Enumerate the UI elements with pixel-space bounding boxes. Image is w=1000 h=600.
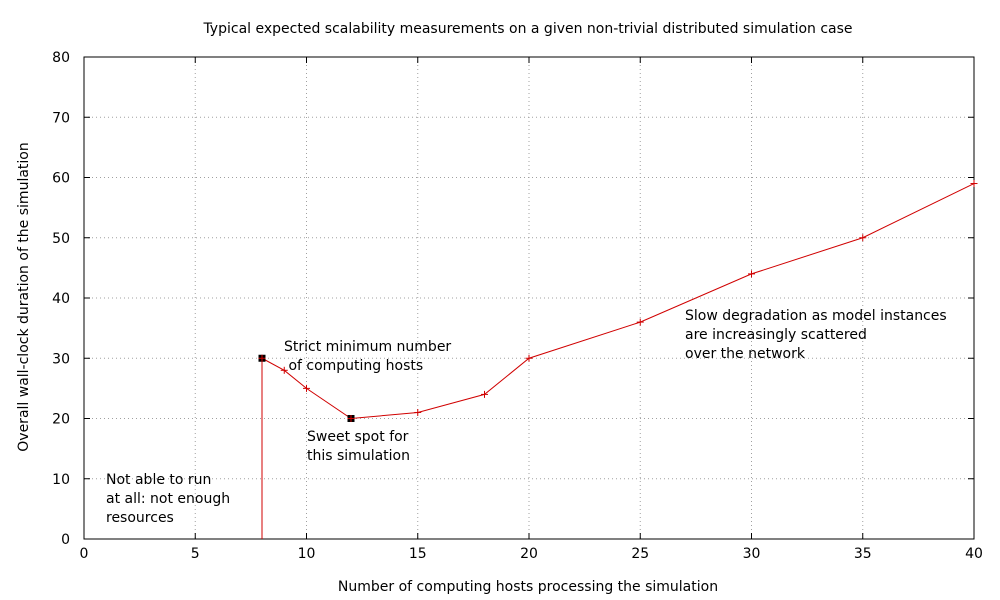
data-point bbox=[258, 354, 266, 362]
x-tick-label: 15 bbox=[409, 546, 427, 562]
data-point bbox=[748, 270, 755, 278]
y-tick-label: 40 bbox=[52, 291, 70, 307]
annotations: Not able to run at all: not enough resourc… bbox=[106, 308, 947, 526]
annotation-slow-degradation: Slow degradation as model instances are i… bbox=[685, 308, 947, 362]
data-point bbox=[303, 384, 310, 392]
annotation-line: over the network bbox=[685, 346, 806, 362]
data-point bbox=[859, 234, 867, 242]
data-point bbox=[347, 415, 355, 422]
annotation-not-enough-resources: Not able to run at all: not enough resourc… bbox=[106, 472, 230, 526]
y-tick-label: 30 bbox=[52, 351, 70, 367]
y-tick-label: 50 bbox=[52, 231, 70, 247]
chart-title: Typical expected scalability measurement… bbox=[202, 21, 852, 37]
y-tick-label: 0 bbox=[61, 532, 70, 548]
annotation-sweet-spot: Sweet spot for this simulation bbox=[307, 429, 410, 464]
x-tick-label: 35 bbox=[854, 546, 872, 562]
x-tick-label: 25 bbox=[631, 546, 649, 562]
annotation-line: of computing hosts bbox=[284, 358, 423, 374]
x-tick-label: 40 bbox=[965, 546, 983, 562]
series-line-path bbox=[261, 183, 975, 420]
data-point bbox=[280, 366, 288, 374]
y-tick-label: 80 bbox=[52, 50, 70, 66]
x-axis-ticks: 0 5 10 15 20 25 30 35 40 bbox=[80, 57, 983, 562]
x-axis-label: Number of computing hosts processing the… bbox=[338, 579, 718, 595]
x-tick-label: 30 bbox=[743, 546, 761, 562]
y-axis-ticks: 0 10 20 30 40 50 60 70 80 bbox=[52, 50, 974, 548]
y-axis-label: Overall wall-clock duration of the simul… bbox=[16, 142, 32, 451]
data-point bbox=[525, 354, 533, 362]
x-tick-label: 10 bbox=[298, 546, 316, 562]
series-points bbox=[258, 180, 978, 422]
y-tick-label: 10 bbox=[52, 472, 70, 488]
annotation-line: resources bbox=[106, 510, 174, 526]
x-tick-label: 5 bbox=[191, 546, 200, 562]
data-point bbox=[481, 390, 488, 398]
annotation-line: Slow degradation as model instances bbox=[685, 308, 947, 324]
annotation-line: Sweet spot for bbox=[307, 429, 409, 445]
y-tick-label: 20 bbox=[52, 412, 70, 428]
x-tick-label: 20 bbox=[520, 546, 538, 562]
annotation-line: at all: not enough bbox=[106, 491, 230, 507]
annotation-line: Not able to run bbox=[106, 472, 211, 488]
annotation-strict-minimum: Strict minimum number of computing hosts bbox=[284, 339, 451, 374]
annotation-line: are increasingly scattered bbox=[685, 327, 867, 343]
data-point bbox=[636, 318, 644, 326]
x-tick-label: 0 bbox=[80, 546, 89, 562]
y-tick-label: 70 bbox=[52, 110, 70, 126]
data-point bbox=[414, 408, 422, 416]
y-tick-label: 60 bbox=[52, 171, 70, 187]
grid-lines bbox=[84, 57, 974, 539]
data-point bbox=[970, 180, 978, 188]
annotation-line: Strict minimum number bbox=[284, 339, 451, 355]
annotation-line: this simulation bbox=[307, 448, 410, 464]
